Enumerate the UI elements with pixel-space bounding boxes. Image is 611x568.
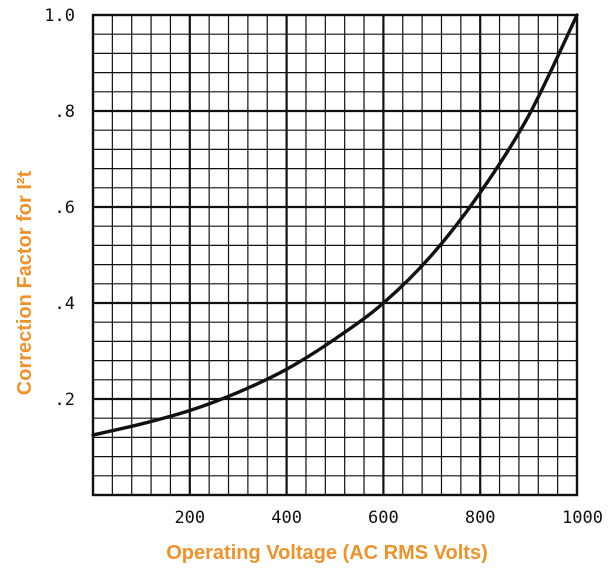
y-tick-label: .8: [55, 102, 75, 122]
y-tick-label: .2: [55, 390, 75, 410]
y-tick-label: .6: [55, 198, 75, 218]
y-tick-label: 1.0: [44, 6, 75, 26]
x-axis-title: Operating Voltage (AC RMS Volts): [166, 542, 488, 564]
plot-frame: [91, 13, 579, 497]
x-tick-label: 600: [368, 508, 399, 528]
y-tick-labels: .2 .4 .6 .8 1.0: [44, 6, 75, 410]
series-line: [91, 13, 579, 437]
y-axis-title: Correction Factor for I²t: [14, 170, 36, 395]
x-tick-label: 1000: [562, 508, 603, 528]
x-tick-labels: 200 400 600 800 1000: [174, 508, 603, 528]
x-tick-label: 800: [465, 508, 496, 528]
y-tick-label: .4: [55, 294, 75, 314]
minor-gridlines: [93, 15, 577, 495]
x-tick-label: 200: [174, 508, 205, 528]
x-tick-label: 400: [271, 508, 302, 528]
major-gridlines: [93, 15, 577, 495]
